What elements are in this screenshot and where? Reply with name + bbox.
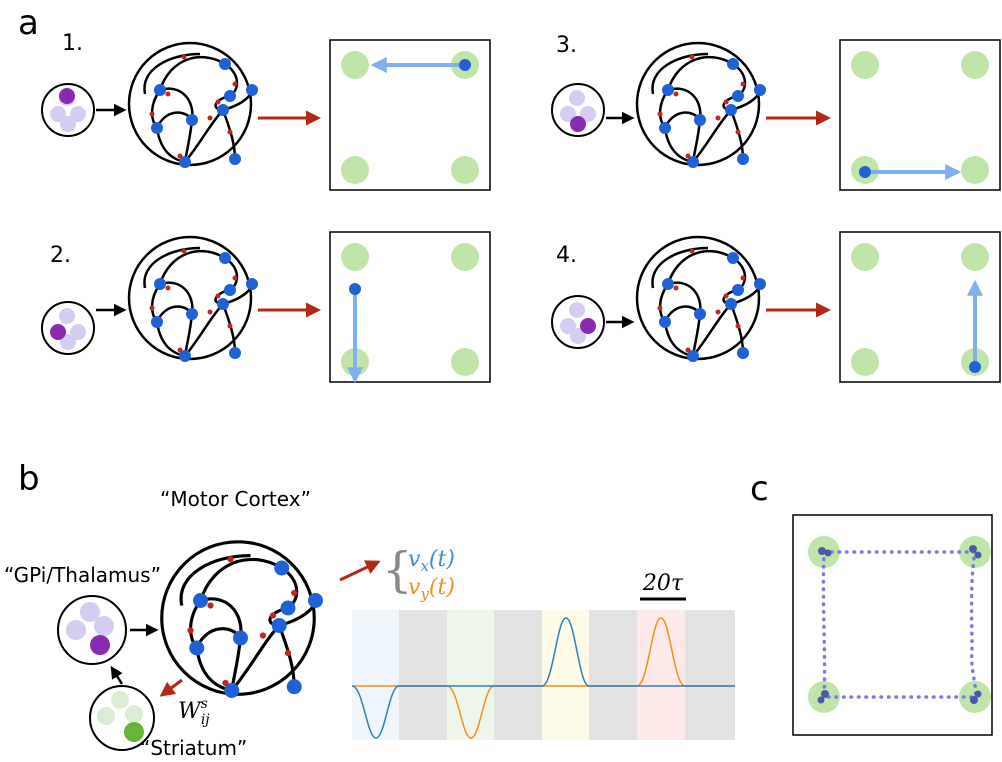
gpi-circle bbox=[58, 596, 126, 664]
step-label: 4. bbox=[556, 243, 577, 268]
trajectory-panel bbox=[793, 515, 992, 735]
step: 4. bbox=[552, 232, 1000, 382]
trace-plot bbox=[352, 610, 735, 740]
label: “GPi/Thalamus” bbox=[4, 563, 161, 587]
panel-label: c bbox=[750, 469, 769, 509]
step-label: 2. bbox=[50, 243, 71, 268]
math: W bbox=[178, 699, 203, 724]
step-label: 3. bbox=[556, 33, 577, 58]
panel-label: a bbox=[18, 3, 39, 43]
step-label: 1. bbox=[62, 31, 83, 56]
scale-label: 20τ bbox=[642, 571, 684, 596]
step: 3. bbox=[552, 33, 1000, 190]
output-label: vx(t) bbox=[408, 547, 455, 575]
striatum-circle bbox=[90, 686, 154, 750]
panel-label: b bbox=[18, 459, 40, 499]
step: 2. bbox=[42, 232, 490, 382]
label: “Striatum” bbox=[140, 736, 247, 760]
math: ij bbox=[201, 712, 210, 728]
math: v bbox=[408, 575, 421, 600]
output-label: vy(t) bbox=[408, 575, 455, 603]
figure: a b c 1. 2. 3. 4. “Motor Cortex” “GPi/Th… bbox=[0, 0, 1002, 762]
math: s bbox=[201, 696, 208, 712]
math: v bbox=[408, 547, 421, 572]
math: (t) bbox=[429, 547, 455, 572]
step: 1. bbox=[42, 31, 490, 190]
math: (t) bbox=[429, 575, 455, 600]
label: “Motor Cortex” bbox=[160, 487, 311, 511]
